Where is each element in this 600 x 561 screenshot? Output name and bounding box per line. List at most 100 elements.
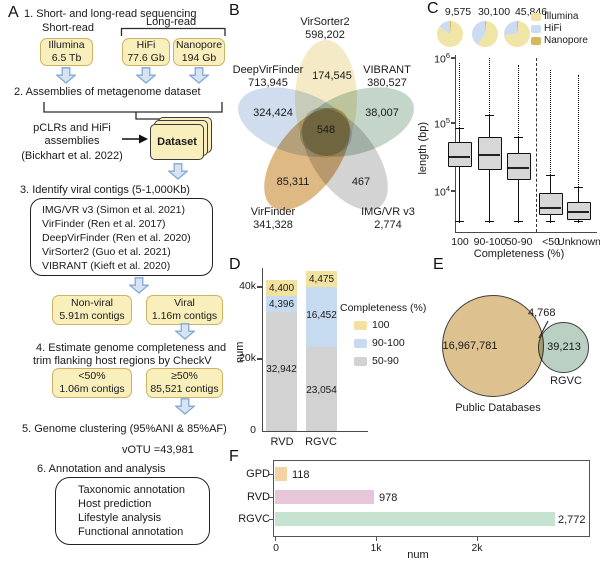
legend-swatch-illumina — [531, 13, 541, 21]
panel-c-letter: C — [427, 0, 439, 17]
f-plot-frame — [273, 460, 590, 537]
lt50-count: 1.06m contigs — [59, 383, 125, 395]
median-line — [568, 211, 589, 213]
d-ytick-40k: 40k — [239, 280, 256, 292]
e-overlap-pointer-line — [538, 320, 549, 339]
rgvc-circle — [538, 322, 589, 373]
venn-total-virfinder: 341,328 — [253, 218, 293, 231]
d-value-rgvc-50: 23,054 — [306, 385, 337, 396]
pclrs-line1: pCLRs and HiFi — [33, 122, 111, 134]
median-line — [479, 154, 500, 156]
nonviral-name: Non-viral — [70, 297, 113, 309]
venn-name-deepvirfinder: DeepVirFinder — [232, 64, 304, 76]
annotation-functional: Functional annotation — [78, 526, 184, 538]
annotation-host: Host prediction — [78, 498, 152, 510]
venn-total-deepvirfinder: 713,945 — [248, 76, 288, 89]
whisker-cap — [455, 221, 464, 222]
f-value-gpd: 118 — [292, 469, 310, 481]
illumina-box: Illumina 6.5 Tb — [40, 38, 93, 66]
venn-total-imgvr: 2,774 — [374, 218, 402, 231]
whisker-cap — [574, 221, 583, 222]
f-tick-mark — [269, 474, 273, 476]
outliers-line — [578, 75, 579, 187]
d-value-rgvc-100: 4,475 — [308, 274, 335, 285]
down-arrow-icon — [136, 67, 156, 84]
panel-a-letter: A — [8, 4, 19, 21]
c-tick-mark — [451, 122, 455, 124]
f-xtick-1k: 1k — [370, 542, 382, 554]
lt50-box: <50% 1.06m contigs — [52, 368, 132, 398]
e-overlap-value: 4,768 — [528, 307, 556, 319]
down-arrow-icon — [129, 277, 149, 294]
pie-chart-illumina — [437, 21, 463, 47]
d-x-axis — [262, 431, 368, 432]
d-legend-90-100: 90-100 — [372, 337, 405, 349]
step6-heading: 6. Annotation and analysis — [37, 463, 166, 475]
d-cat-rvd: RVD — [270, 436, 294, 448]
venn-unique-vibrant: 38,007 — [365, 107, 399, 119]
pie-chart-hifi — [472, 21, 498, 47]
venn-name-virfinder: VirFinder — [250, 206, 296, 218]
viral-count: 1.16m contigs — [151, 310, 218, 322]
step4-line2: trim flanking host regions by CheckV — [33, 355, 212, 367]
f-bar-gpd — [275, 467, 287, 481]
pie-count-1: 9,575 — [444, 6, 472, 18]
long-read-label: Long-read — [146, 16, 197, 28]
panel-f-letter: F — [229, 448, 239, 465]
venn-label-virfinder: VirFinder 341,328 — [228, 206, 318, 231]
tool-deepvirfinder: DeepVirFinder (Ren et al. 2020) — [42, 232, 191, 244]
f-value-rgvc: 2,772 — [558, 514, 586, 526]
viral-name: Viral — [174, 297, 195, 309]
panel-d-letter: D — [229, 256, 241, 273]
d-legend-50-90: 50-90 — [372, 355, 399, 367]
step2-heading: 2. Assemblies of metagenome dataset — [14, 86, 201, 98]
median-line — [508, 167, 529, 169]
venn-name-virsorter2: VirSorter2 — [300, 16, 350, 28]
c-ytick-1e5: 105 — [434, 116, 450, 131]
ge50-box: ≥50% 85,521 contigs — [146, 368, 223, 398]
c-xtick-lt50: <50 — [542, 236, 560, 248]
box — [448, 142, 472, 167]
dataset-label: Dataset — [157, 136, 197, 148]
tool-vibrant: VIBRANT (Kieft et al. 2020) — [42, 260, 171, 272]
hifi-size: 77.6 Gb — [127, 52, 165, 64]
d-legend-swatch-100 — [354, 321, 367, 330]
segment-90-100 — [266, 296, 297, 312]
pie-chart-nanopore — [504, 21, 530, 47]
tool-imgvr: IMG/VR v3 (Simon et al. 2021) — [42, 204, 185, 216]
whisker-cap — [514, 137, 523, 138]
f-bar-rgvc — [275, 512, 555, 526]
tool-virsorter2: VirSorter2 (Guo et al. 2021) — [42, 246, 171, 258]
step5-heading: 5. Genome clustering (95%ANI & 85%AF) — [22, 423, 227, 435]
d-legend-100: 100 — [372, 319, 390, 331]
whisker-cap — [574, 187, 583, 188]
whisker-cap — [546, 175, 555, 176]
nonviral-count: 5.91m contigs — [59, 310, 125, 322]
c-x-axis — [455, 232, 597, 233]
e-small-label: RGVC — [550, 375, 582, 387]
step3-heading: 3. Identify viral contigs (5-1,000Kb) — [20, 184, 190, 196]
pie-count-2: 30,100 — [477, 6, 511, 18]
segment-100 — [306, 271, 337, 287]
d-value-rvd-90: 4,396 — [268, 299, 295, 310]
c-separator-dashed-line — [536, 58, 537, 232]
whisker-cap — [485, 115, 494, 116]
d-cat-rgvc: RGVC — [305, 436, 337, 448]
f-x-axis-label: num — [407, 549, 429, 561]
nanopore-size: 194 Gb — [181, 52, 217, 64]
legend-nanopore: Nanopore — [544, 35, 588, 46]
f-tick-mark — [269, 497, 273, 499]
venn-label-imgvr: IMG/VR v3 2,774 — [343, 206, 433, 231]
c-xtick-100: 100 — [451, 236, 469, 248]
nanopore-name: Nanopore — [175, 39, 223, 51]
segment-50-90 — [266, 312, 297, 431]
whisker-cap — [514, 221, 523, 222]
d-legend-title: Completeness (%) — [340, 302, 427, 314]
f-xtick-mark — [376, 537, 378, 541]
venn-unique-imgvr: 467 — [351, 176, 371, 188]
ge50-count: 85,521 contigs — [150, 383, 219, 395]
d-value-rgvc-90: 16,452 — [306, 310, 337, 321]
venn-label-virsorter2: VirSorter2 598,202 — [280, 16, 370, 41]
venn-name-imgvr: IMG/VR v3 — [361, 206, 415, 218]
